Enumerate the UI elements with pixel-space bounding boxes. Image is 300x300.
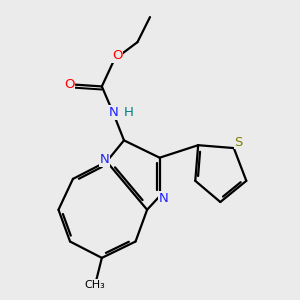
Text: H: H	[124, 106, 134, 119]
Text: O: O	[64, 78, 74, 91]
Text: S: S	[234, 136, 243, 149]
Text: N: N	[159, 192, 168, 205]
Text: N: N	[100, 153, 110, 166]
Text: N: N	[109, 106, 118, 119]
Text: CH₃: CH₃	[85, 280, 106, 290]
Text: O: O	[112, 49, 122, 62]
